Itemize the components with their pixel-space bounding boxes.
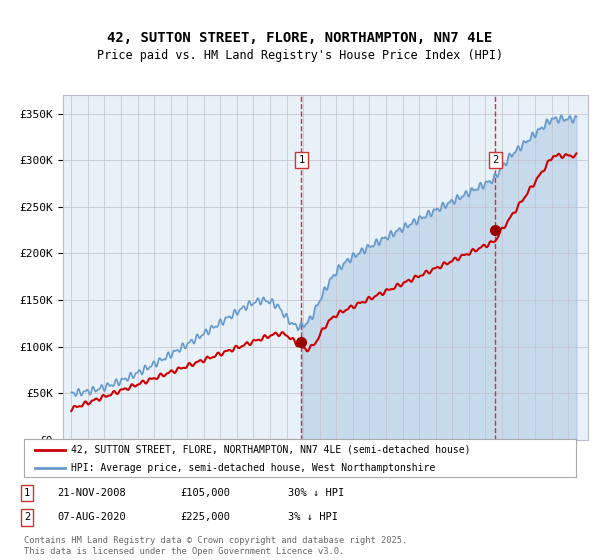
Text: £225,000: £225,000: [180, 512, 230, 522]
Text: 1: 1: [298, 155, 305, 165]
Text: 42, SUTTON STREET, FLORE, NORTHAMPTON, NN7 4LE: 42, SUTTON STREET, FLORE, NORTHAMPTON, N…: [107, 31, 493, 45]
Text: 2: 2: [492, 155, 499, 165]
Text: 1: 1: [24, 488, 30, 498]
Text: 30% ↓ HPI: 30% ↓ HPI: [288, 488, 344, 498]
Text: 2: 2: [24, 512, 30, 522]
Text: 21-NOV-2008: 21-NOV-2008: [57, 488, 126, 498]
Text: 3% ↓ HPI: 3% ↓ HPI: [288, 512, 338, 522]
Text: £105,000: £105,000: [180, 488, 230, 498]
Text: HPI: Average price, semi-detached house, West Northamptonshire: HPI: Average price, semi-detached house,…: [71, 463, 435, 473]
Text: 42, SUTTON STREET, FLORE, NORTHAMPTON, NN7 4LE (semi-detached house): 42, SUTTON STREET, FLORE, NORTHAMPTON, N…: [71, 445, 470, 455]
Text: Price paid vs. HM Land Registry's House Price Index (HPI): Price paid vs. HM Land Registry's House …: [97, 49, 503, 62]
Text: Contains HM Land Registry data © Crown copyright and database right 2025.
This d: Contains HM Land Registry data © Crown c…: [24, 536, 407, 556]
Text: 07-AUG-2020: 07-AUG-2020: [57, 512, 126, 522]
